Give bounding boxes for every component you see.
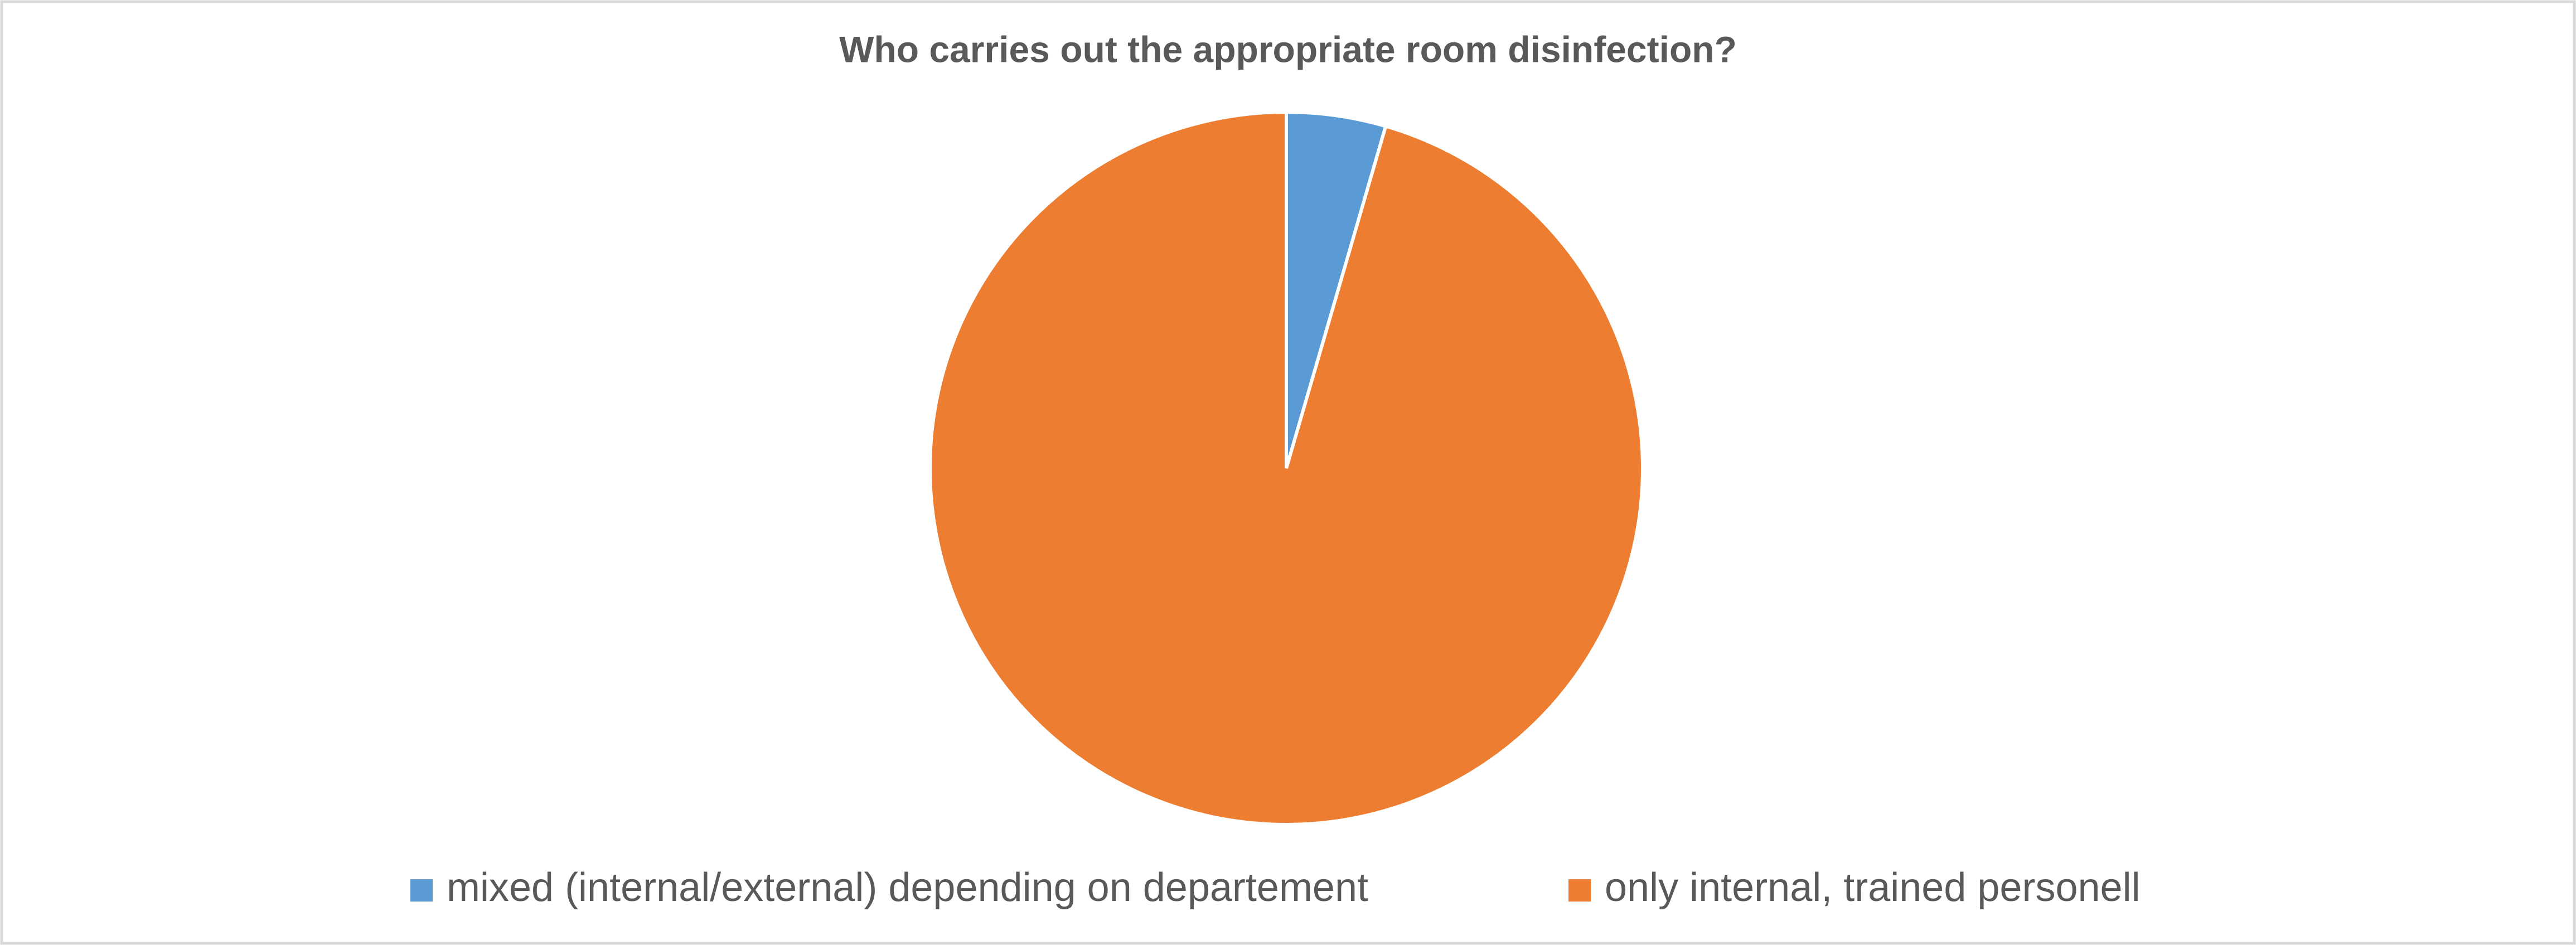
chart-title: Who carries out the appropriate room dis…: [839, 28, 1737, 70]
legend-swatch: [410, 879, 433, 902]
legend-label: only internal, trained personell: [1605, 865, 2141, 910]
legend-label: mixed (internal/external) depending on d…: [447, 865, 1368, 910]
legend-swatch: [1568, 879, 1591, 902]
pie-slice: [928, 110, 1644, 826]
